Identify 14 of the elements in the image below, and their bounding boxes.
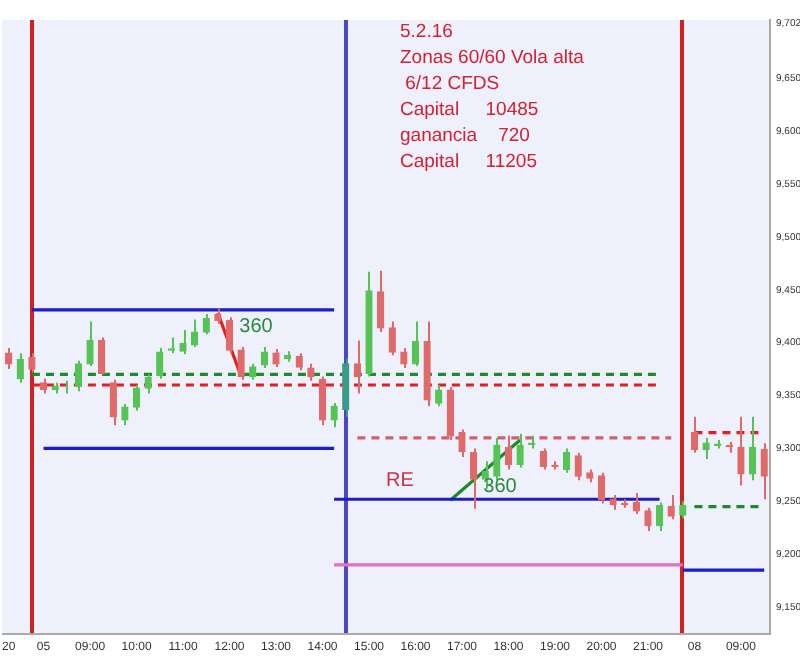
annotation: RE (386, 469, 415, 492)
candlestick (283, 350, 292, 363)
annotation: 6/12 CFDS (400, 72, 500, 95)
candlestick (551, 460, 559, 471)
annotation: 5.2.16 (400, 20, 453, 43)
annotation: Zonas 60/60 Vola alta (400, 46, 586, 69)
candlestick (179, 328, 187, 356)
annotation: ganancia 720 (400, 124, 530, 147)
candlestick (237, 345, 245, 381)
annotation: 360 (239, 315, 274, 338)
annotation: Capital 10485 (400, 98, 539, 121)
candlestick (423, 320, 431, 408)
annotation: Capital 11205 (400, 150, 537, 173)
annotation: 360 (483, 475, 518, 498)
